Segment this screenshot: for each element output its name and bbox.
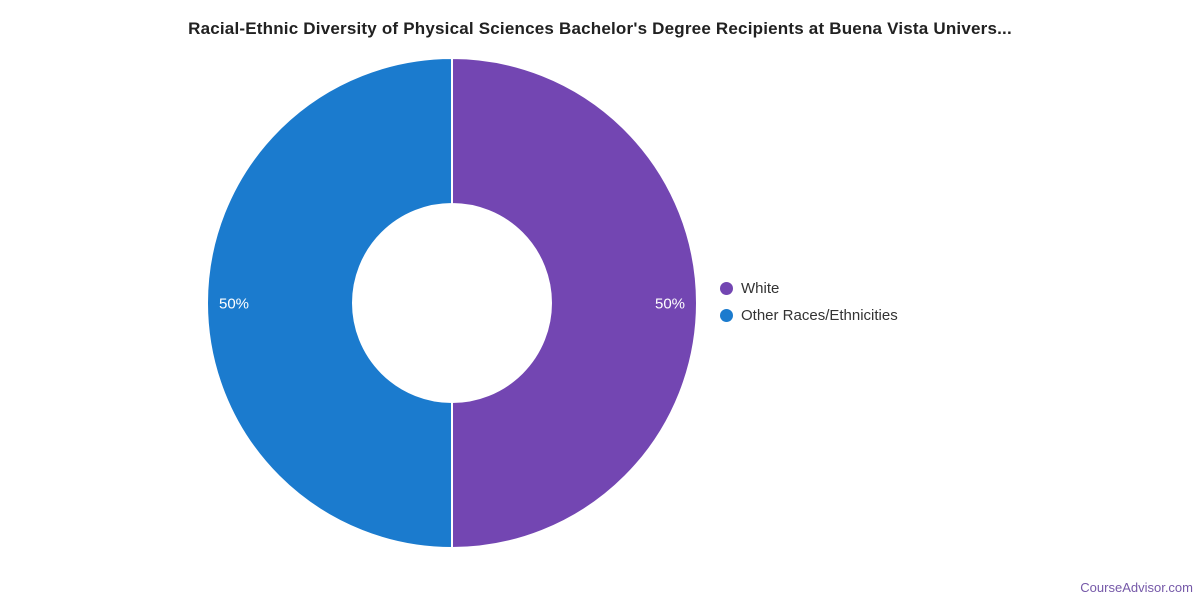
legend-marker-icon (720, 309, 733, 322)
pie-slice-white[interactable] (451, 57, 698, 549)
legend-item-label: Other Races/Ethnicities (741, 307, 898, 324)
legend-item-label: White (741, 280, 780, 297)
slice-data-label: 50% (655, 295, 685, 312)
legend-item-white[interactable]: White (720, 279, 898, 298)
footer-link[interactable]: CourseAdvisor.com (1080, 580, 1193, 595)
chart-legend: White Other Races/Ethnicities (720, 279, 898, 325)
pie-slice-other-races-ethnicities[interactable] (206, 57, 453, 549)
slice-data-label: 50% (219, 295, 249, 312)
legend-item-other-races-ethnicities[interactable]: Other Races/Ethnicities (720, 306, 898, 325)
legend-marker-icon (720, 282, 733, 295)
chart-title: Racial-Ethnic Diversity of Physical Scie… (188, 19, 1012, 38)
